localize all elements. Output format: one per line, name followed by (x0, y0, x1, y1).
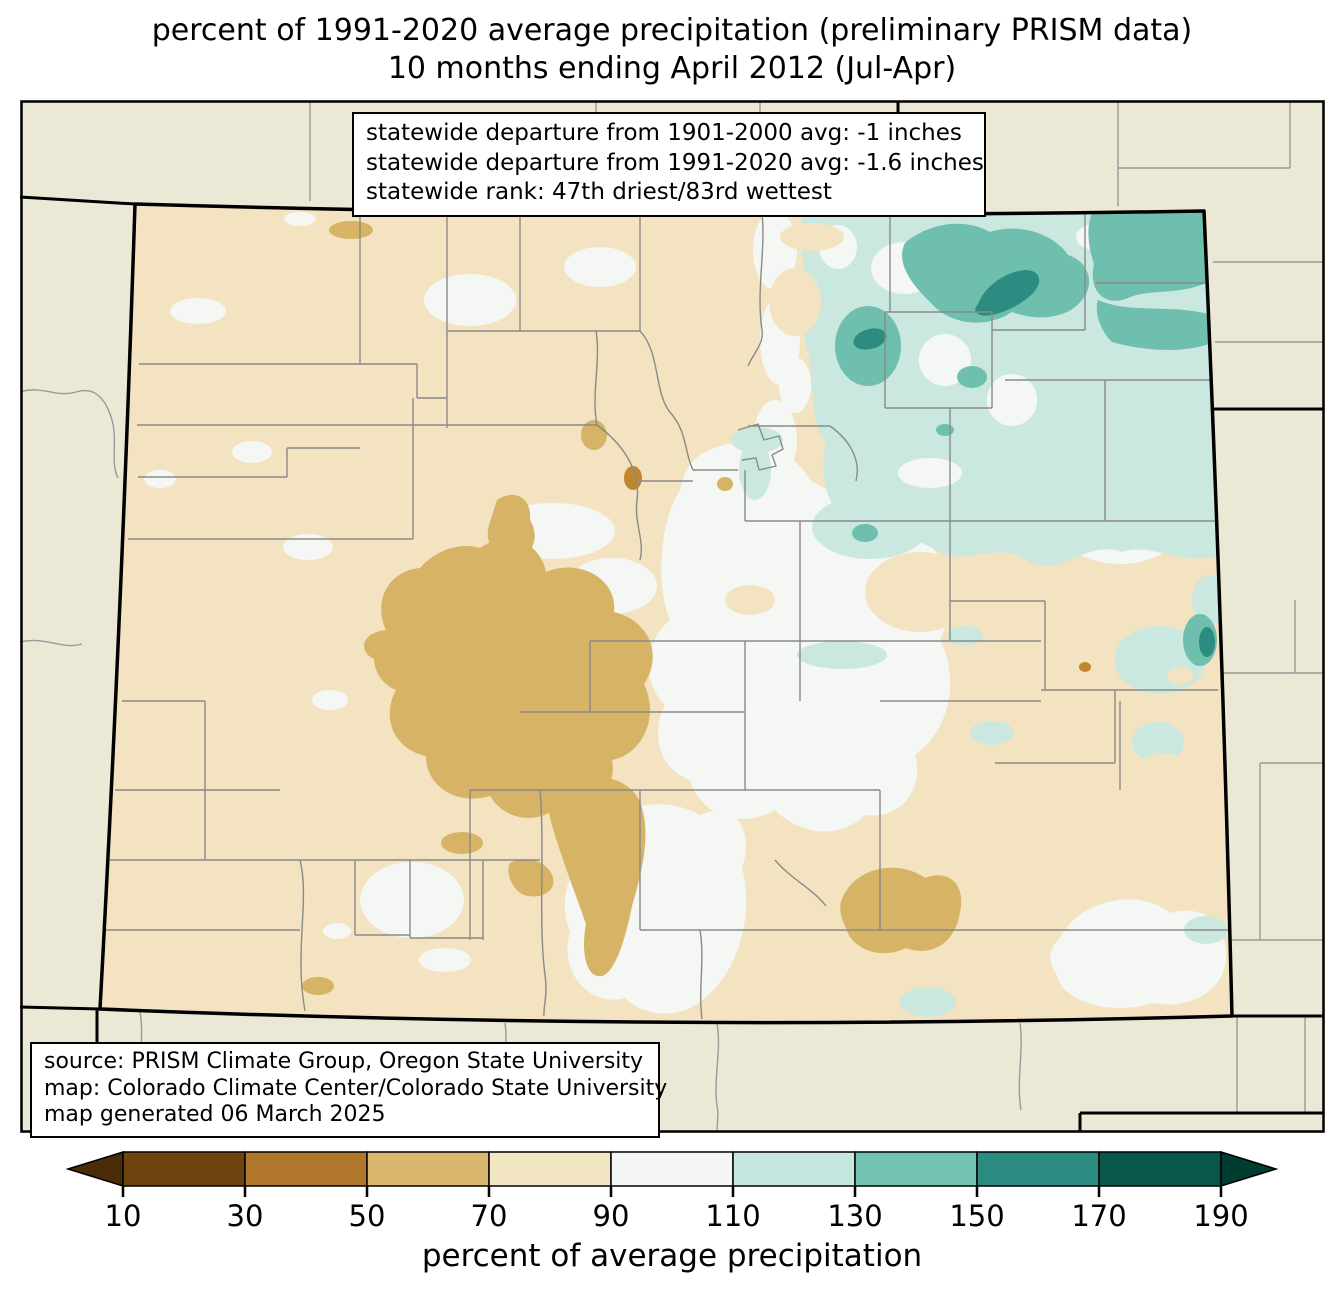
colorbar-tick-70: 70 (470, 1199, 508, 1233)
source-box: source: PRISM Climate Group, Oregon Stat… (30, 1042, 668, 1138)
source-line-2: map: Colorado Climate Center/Colorado St… (44, 1075, 668, 1101)
colorbar-tick-190: 190 (1193, 1199, 1249, 1233)
title-line-1: percent of 1991-2020 average precipitati… (151, 13, 1193, 48)
stats-line-3: statewide rank: 47th driest/83rd wettest (366, 179, 832, 205)
contour-150-170 (853, 270, 1215, 657)
precipitation-map (20, 100, 1325, 1133)
source-line-1: source: PRISM Climate Group, Oregon Stat… (44, 1049, 644, 1074)
colorbar-tick-90: 90 (592, 1199, 630, 1233)
colorbar-tick-50: 50 (348, 1199, 386, 1233)
stats-line-2: statewide departure from 1991-2020 avg: … (366, 149, 984, 176)
colorbar-arrow-over (1220, 1150, 1279, 1188)
colorbar (65, 1150, 1279, 1197)
title-line-2: 10 months ending April 2012 (Jul-Apr) (387, 51, 957, 86)
page-title: percent of 1991-2020 average precipitati… (0, 12, 1344, 88)
colorbar-tick-110: 110 (705, 1199, 761, 1233)
source-line-3: map generated 06 March 2025 (44, 1102, 386, 1127)
statistics-box: statewide departure from 1901-2000 avg: … (352, 112, 986, 217)
stats-line-1: statewide departure from 1901-2000 avg: … (366, 120, 962, 146)
colorbar-tick-170: 170 (1071, 1199, 1127, 1233)
colorbar-tick-130: 130 (827, 1199, 883, 1233)
colorbar-arrow-under (65, 1150, 124, 1188)
colorbar-title: percent of average precipitation (421, 1238, 923, 1274)
contour-130-150 (835, 212, 1217, 666)
plot-frame (20, 100, 1325, 1133)
colorado-county-lines (106, 209, 1229, 1020)
colorbar-tick-marks (121, 1186, 1223, 1197)
colorbar-tick-30: 30 (226, 1199, 264, 1233)
colorbar-segments (65, 1150, 1279, 1188)
colorbar-tick-10: 10 (104, 1199, 142, 1233)
colorbar-tick-150: 150 (949, 1199, 1005, 1233)
